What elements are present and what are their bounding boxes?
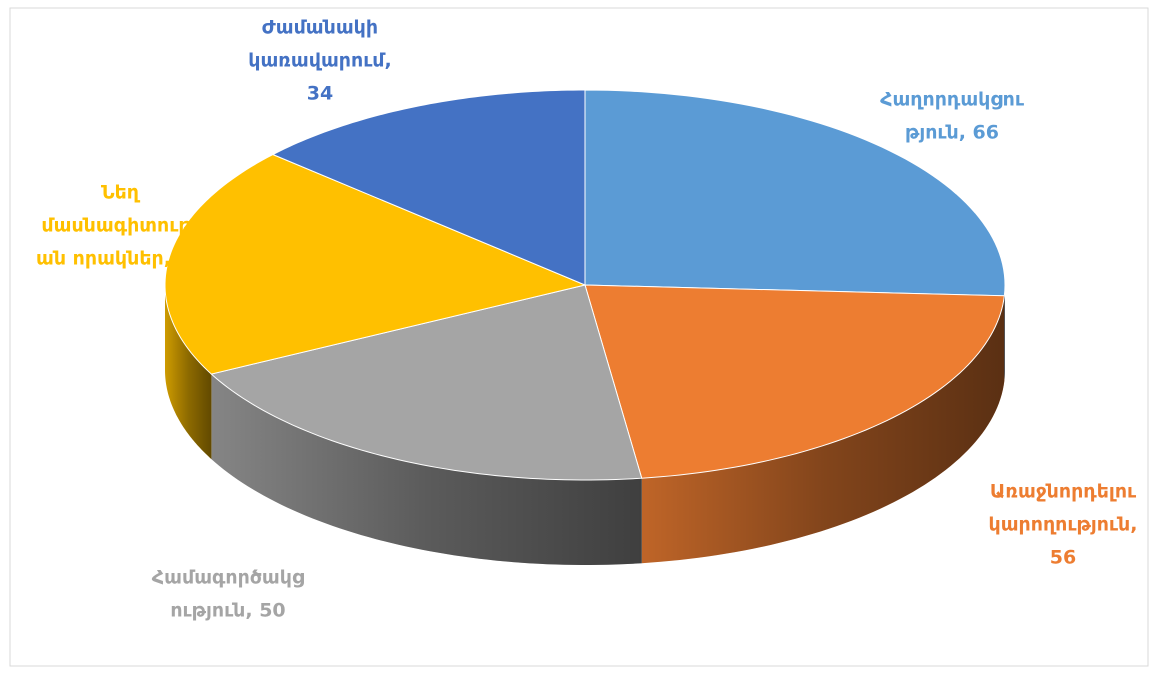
data-label: 56 <box>1050 547 1076 569</box>
data-label: ություն, 50 <box>170 600 285 622</box>
data-label: կարողություն, <box>989 514 1138 536</box>
data-label: մասնագիտությ <box>41 215 198 237</box>
pie-side-shade <box>641 295 1005 564</box>
data-label: ան որակներ, 49 <box>36 248 204 270</box>
data-label: թյուն, 66 <box>905 122 999 144</box>
data-label: Հաղորդակցու <box>880 89 1025 111</box>
pie-slice <box>210 284 643 481</box>
pie-slice <box>271 89 586 286</box>
data-label: Առաջնորդելու <box>990 481 1137 503</box>
data-label: Նեղ <box>101 182 141 204</box>
pie-side-shade <box>211 374 642 565</box>
pie-side-shade <box>1004 285 1005 381</box>
data-label: Համագործակց <box>152 567 304 589</box>
data-label: 34 <box>307 83 333 105</box>
pie-slice <box>584 284 1005 479</box>
pie-side-shade <box>165 285 212 460</box>
data-label: Ժամանակի <box>262 17 378 39</box>
data-label: կառավարում, <box>248 50 392 72</box>
pie-slice <box>164 153 587 375</box>
pie-slice <box>584 89 1006 297</box>
